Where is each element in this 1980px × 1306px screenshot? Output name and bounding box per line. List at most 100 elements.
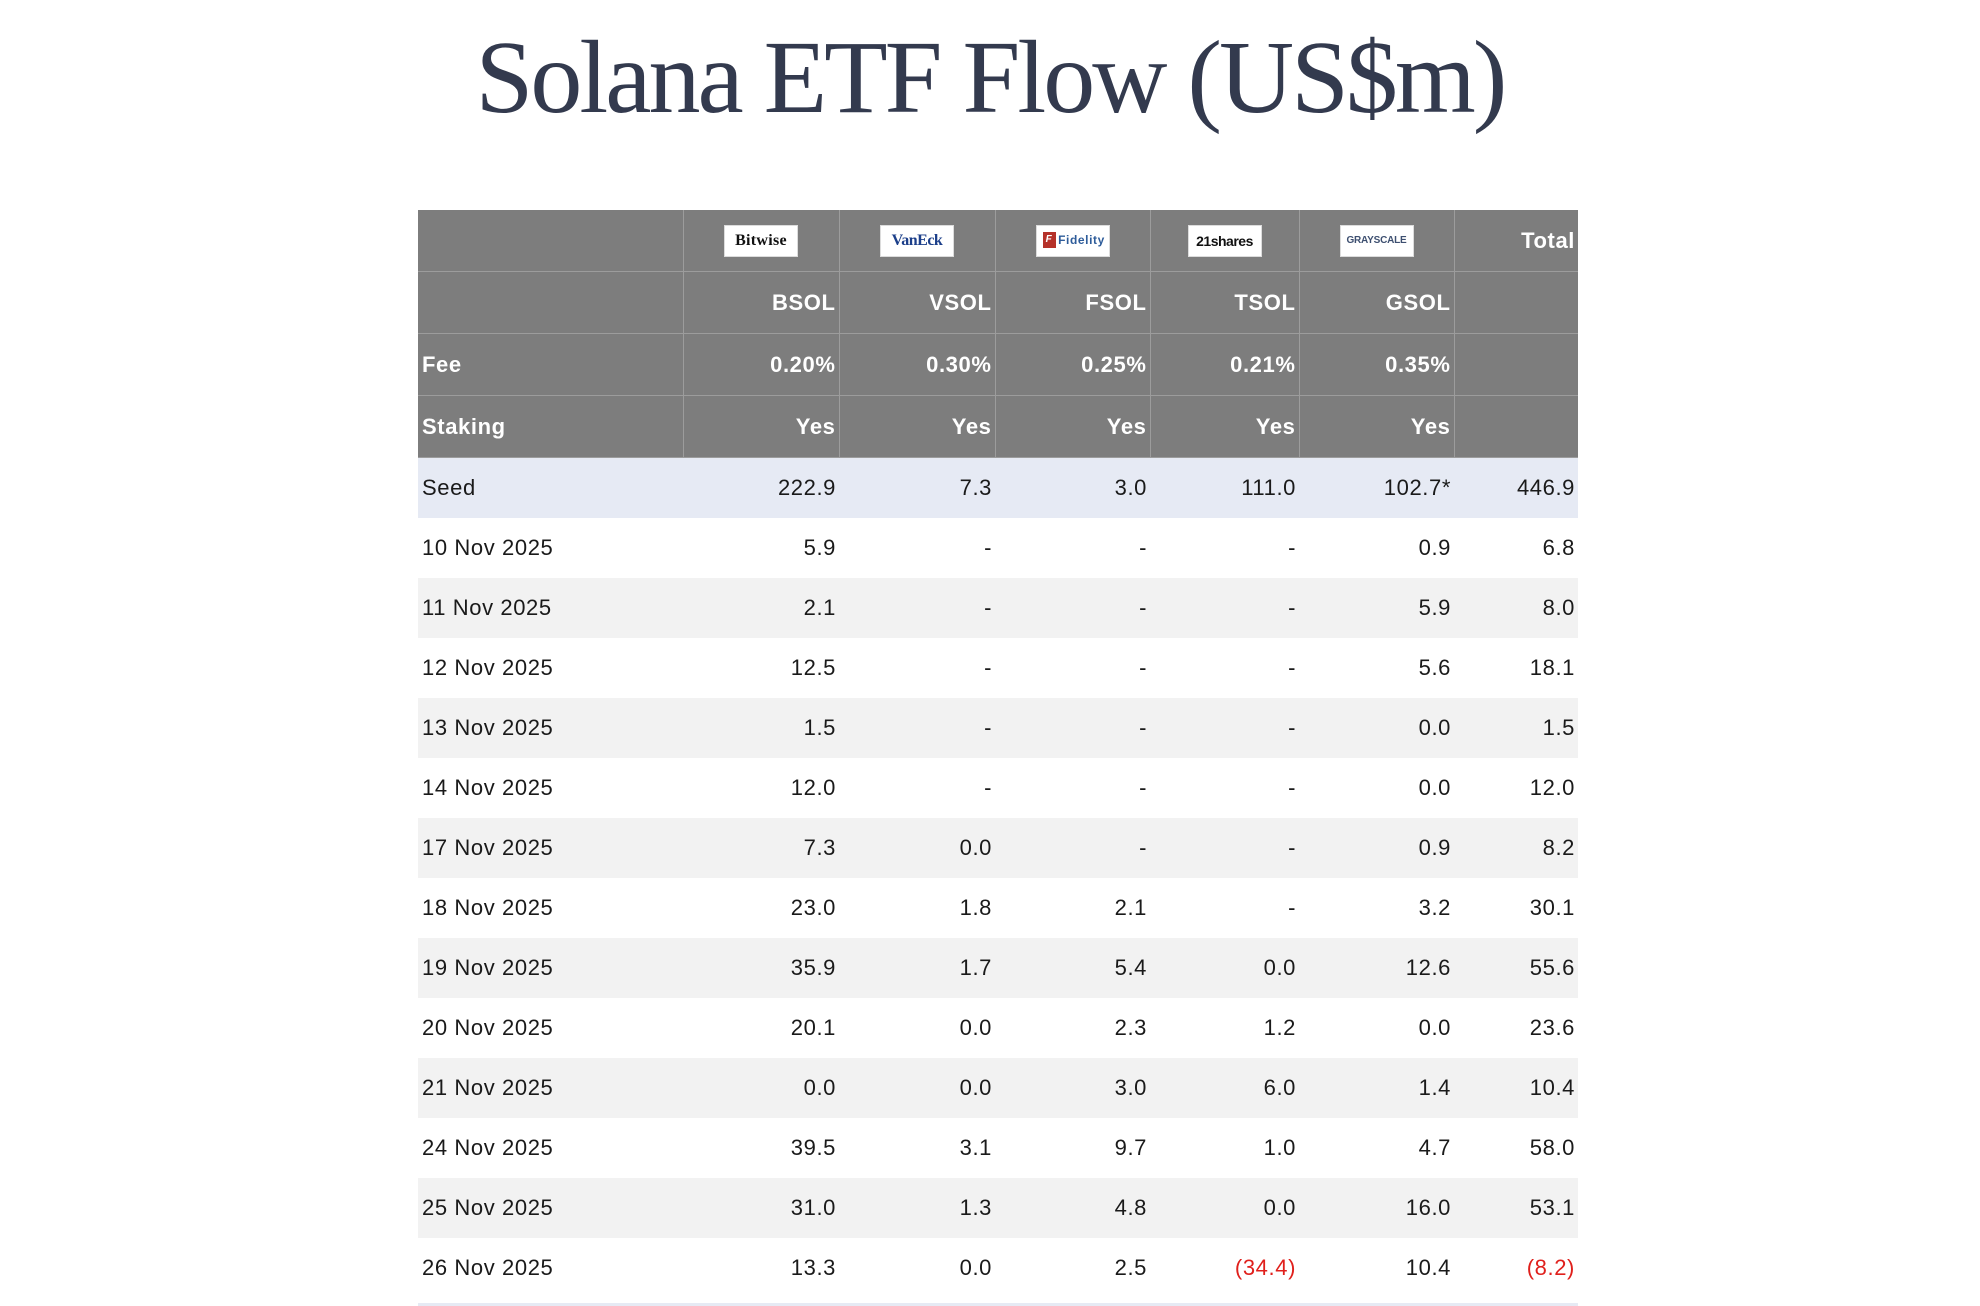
grayscale-logo-cell: GRAYSCALE bbox=[1299, 210, 1455, 272]
flow-cell: 7.3 bbox=[683, 818, 839, 878]
seed-value: 111.0 bbox=[1150, 457, 1299, 518]
seed-value: 222.9 bbox=[683, 457, 839, 518]
ticker-cell: VSOL bbox=[839, 271, 996, 334]
staking-cell: Yes bbox=[839, 395, 996, 458]
staking-cell: Yes bbox=[1150, 395, 1300, 458]
flow-cell: - bbox=[1150, 758, 1299, 818]
page-title: Solana ETF Flow (US$m) bbox=[475, 20, 1508, 135]
flow-cell: - bbox=[839, 638, 995, 698]
ticker-label-cell bbox=[418, 271, 684, 334]
vaneck-logo-icon: VanEck bbox=[880, 224, 954, 257]
flow-cell: 13.3 bbox=[683, 1238, 839, 1298]
fee-cell: 0.35% bbox=[1299, 333, 1455, 396]
21shares-logo-cell: 21shares bbox=[1150, 210, 1300, 272]
ticker-cell: BSOL bbox=[683, 271, 840, 334]
flow-cell: - bbox=[995, 698, 1150, 758]
flow-cell: 2.1 bbox=[995, 878, 1150, 938]
seed-row: Seed 222.9 7.3 3.0 111.0 102.7* 446.9 bbox=[418, 457, 1578, 518]
date-cell: 19 Nov 2025 bbox=[418, 938, 683, 998]
date-cell: 10 Nov 2025 bbox=[418, 518, 683, 578]
total-flow-cell: 8.2 bbox=[1454, 818, 1578, 878]
flow-cell: 3.0 bbox=[995, 1058, 1150, 1118]
total-flow-cell: 30.1 bbox=[1454, 878, 1578, 938]
total-flow-cell: 6.8 bbox=[1454, 518, 1578, 578]
flow-cell: 5.9 bbox=[683, 518, 839, 578]
corner-cell bbox=[418, 210, 684, 272]
flow-cell: 4.8 bbox=[995, 1178, 1150, 1238]
flow-cell: 0.0 bbox=[1150, 1178, 1299, 1238]
date-cell: 24 Nov 2025 bbox=[418, 1118, 683, 1178]
flow-cell: 16.0 bbox=[1299, 1178, 1454, 1238]
table-row: 17 Nov 2025 7.3 0.0- -0.9 8.2 bbox=[418, 818, 1578, 878]
total-flow-cell: 18.1 bbox=[1454, 638, 1578, 698]
total-flow-cell: 8.0 bbox=[1454, 578, 1578, 638]
fee-total-cell bbox=[1454, 333, 1578, 396]
vaneck-logo-cell: VanEck bbox=[839, 210, 996, 272]
flow-cell: 12.5 bbox=[683, 638, 839, 698]
flow-cell: 0.0 bbox=[839, 998, 995, 1058]
fee-cell: 0.20% bbox=[683, 333, 840, 396]
table-row: 14 Nov 2025 12.0- - -0.0 12.0 bbox=[418, 758, 1578, 818]
flow-cell: - bbox=[839, 758, 995, 818]
staking-total-cell bbox=[1454, 395, 1578, 458]
date-cell: 20 Nov 2025 bbox=[418, 998, 683, 1058]
table-row: 21 Nov 2025 0.0 0.0 3.0 6.0 1.4 10.4 bbox=[418, 1058, 1578, 1118]
flow-cell: 0.0 bbox=[1299, 998, 1454, 1058]
flow-cell: 9.7 bbox=[995, 1118, 1150, 1178]
date-cell: 21 Nov 2025 bbox=[418, 1058, 683, 1118]
flow-cell: 0.0 bbox=[1150, 938, 1299, 998]
seed-total: 446.9 bbox=[1454, 457, 1578, 518]
table-row: 24 Nov 2025 39.5 3.1 9.7 1.0 4.7 58.0 bbox=[418, 1118, 1578, 1178]
flow-cell: 0.0 bbox=[683, 1058, 839, 1118]
fidelity-f-mark-icon: F bbox=[1042, 231, 1056, 248]
flow-cell: 31.0 bbox=[683, 1178, 839, 1238]
date-cell: 17 Nov 2025 bbox=[418, 818, 683, 878]
flow-cell: - bbox=[995, 638, 1150, 698]
21shares-logo-icon: 21shares bbox=[1187, 224, 1262, 257]
table-row: 26 Nov 2025 13.3 0.0 2.5 (34.4) 10.4 (8.2) bbox=[418, 1238, 1578, 1298]
date-cell: 14 Nov 2025 bbox=[418, 758, 683, 818]
date-cell: 12 Nov 2025 bbox=[418, 638, 683, 698]
date-cell: 26 Nov 2025 bbox=[418, 1238, 683, 1298]
flow-cell: 4.7 bbox=[1299, 1118, 1454, 1178]
fee-cell: 0.21% bbox=[1150, 333, 1300, 396]
ticker-cell: GSOL bbox=[1299, 271, 1455, 334]
flow-cell: - bbox=[995, 518, 1150, 578]
flow-cell: 1.2 bbox=[1150, 998, 1299, 1058]
flow-cell: 1.8 bbox=[839, 878, 995, 938]
total-flow-cell: 10.4 bbox=[1454, 1058, 1578, 1118]
total-flow-cell: 1.5 bbox=[1454, 698, 1578, 758]
ticker-cell: TSOL bbox=[1150, 271, 1300, 334]
total-flow-cell: 55.6 bbox=[1454, 938, 1578, 998]
table-row: 12 Nov 2025 12.5- - -5.6 18.1 bbox=[418, 638, 1578, 698]
table-row: 25 Nov 2025 31.0 1.3 4.8 0.0 16.0 53.1 bbox=[418, 1178, 1578, 1238]
flow-cell: 0.9 bbox=[1299, 818, 1454, 878]
seed-label: Seed bbox=[418, 457, 683, 518]
flow-cell: - bbox=[839, 518, 995, 578]
flow-cell: - bbox=[995, 818, 1150, 878]
flow-cell: 5.9 bbox=[1299, 578, 1454, 638]
bitwise-logo-icon: Bitwise bbox=[724, 224, 798, 257]
seed-value: 7.3 bbox=[839, 457, 995, 518]
date-cell: 18 Nov 2025 bbox=[418, 878, 683, 938]
flow-cell: - bbox=[839, 698, 995, 758]
flow-cell: 0.0 bbox=[1299, 698, 1454, 758]
flow-cell: 3.1 bbox=[839, 1118, 995, 1178]
flow-cell: - bbox=[995, 578, 1150, 638]
flow-cell: 1.4 bbox=[1299, 1058, 1454, 1118]
flow-cell: - bbox=[1150, 638, 1299, 698]
flow-cell: - bbox=[839, 578, 995, 638]
staking-label: Staking bbox=[418, 395, 684, 458]
flow-cell: 2.5 bbox=[995, 1238, 1150, 1298]
fidelity-logo-cell: F Fidelity bbox=[995, 210, 1151, 272]
flow-cell: 1.5 bbox=[683, 698, 839, 758]
table-row: 10 Nov 2025 5.9- - -0.9 6.8 bbox=[418, 518, 1578, 578]
table-row: 13 Nov 2025 1.5- - -0.0 1.5 bbox=[418, 698, 1578, 758]
seed-value: 102.7* bbox=[1299, 457, 1454, 518]
flow-cell: 5.4 bbox=[995, 938, 1150, 998]
total-flow-cell: 12.0 bbox=[1454, 758, 1578, 818]
fidelity-logo-icon: F Fidelity bbox=[1035, 224, 1110, 257]
table-row: 11 Nov 2025 2.1- - -5.9 8.0 bbox=[418, 578, 1578, 638]
etf-flow-table: Bitwise VanEck F Fidelity 21shares GRAYSC… bbox=[418, 210, 1578, 1298]
flow-cell: 1.3 bbox=[839, 1178, 995, 1238]
